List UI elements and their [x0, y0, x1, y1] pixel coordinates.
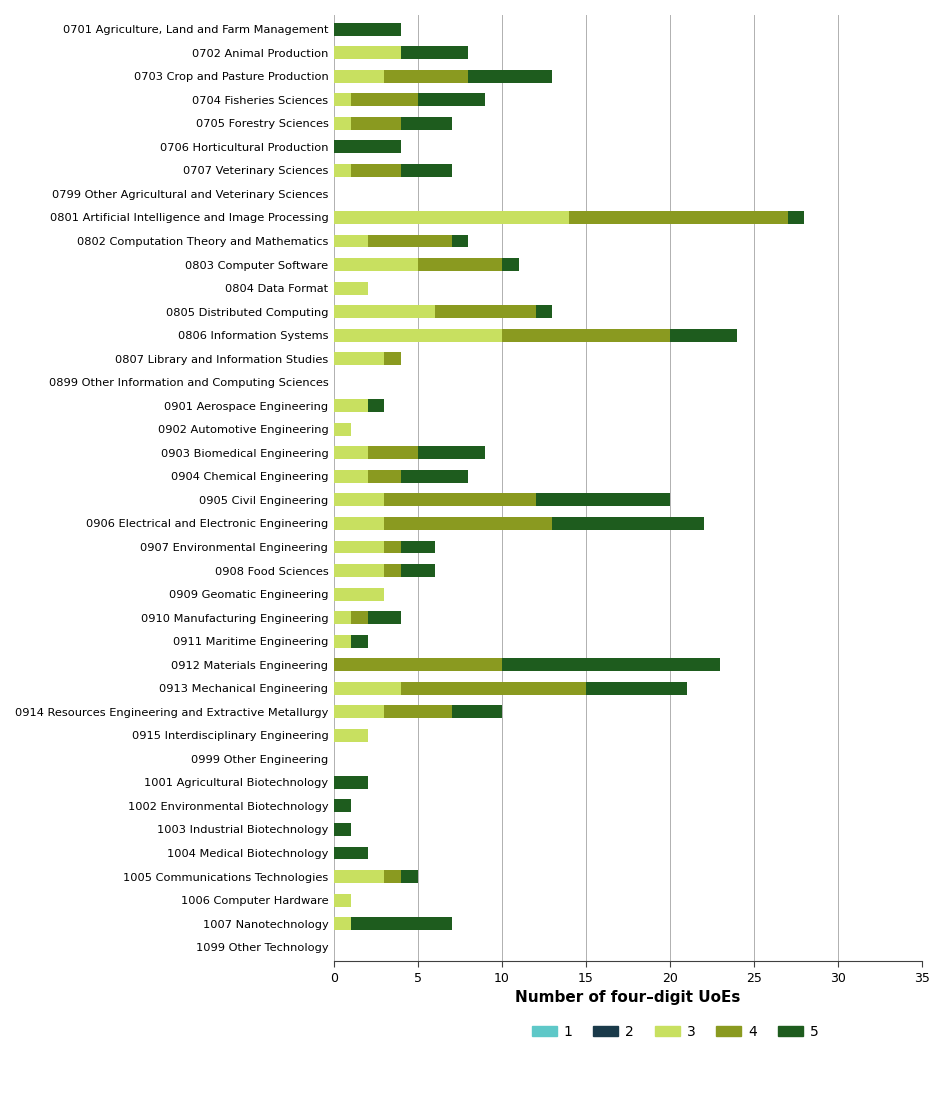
Bar [669, 329, 736, 342]
Bar [333, 870, 384, 883]
Bar [333, 305, 434, 318]
Bar [333, 70, 384, 83]
Bar [333, 164, 350, 177]
Bar [333, 776, 367, 789]
Bar [417, 258, 501, 271]
Bar [333, 235, 367, 247]
Bar [333, 564, 384, 577]
Bar [333, 611, 350, 624]
Bar [333, 517, 384, 530]
Bar [333, 258, 417, 271]
Bar [367, 470, 400, 483]
Bar [384, 493, 535, 506]
Bar [350, 93, 417, 106]
Bar [333, 917, 350, 930]
Bar [350, 117, 400, 130]
Bar [501, 658, 719, 671]
Bar [585, 682, 686, 695]
Bar [468, 70, 552, 83]
Bar [384, 705, 451, 718]
Bar [400, 682, 585, 695]
Bar [384, 352, 400, 365]
Bar [568, 211, 786, 224]
Bar [786, 211, 803, 224]
Bar [333, 823, 350, 836]
Bar [384, 870, 400, 883]
Bar [552, 517, 703, 530]
Bar [333, 846, 367, 859]
Bar [384, 517, 552, 530]
Bar [333, 541, 384, 553]
Bar [400, 164, 451, 177]
Bar [333, 658, 501, 671]
Bar [384, 541, 400, 553]
Bar [417, 446, 484, 459]
Bar [333, 352, 384, 365]
Bar [400, 46, 468, 59]
Bar [333, 399, 367, 412]
Bar [417, 93, 484, 106]
Bar [400, 117, 451, 130]
Bar [384, 564, 400, 577]
Bar [333, 493, 384, 506]
Bar [333, 46, 400, 59]
Bar [501, 329, 669, 342]
Bar [535, 493, 669, 506]
Bar [434, 305, 535, 318]
Bar [333, 93, 350, 106]
Legend: 1, 2, 3, 4, 5: 1, 2, 3, 4, 5 [526, 1019, 823, 1044]
Bar [333, 282, 367, 294]
Bar [333, 894, 350, 906]
Bar [333, 117, 350, 130]
Bar [384, 70, 468, 83]
Bar [501, 258, 518, 271]
Bar [400, 470, 468, 483]
Bar [400, 541, 434, 553]
Bar [333, 729, 367, 742]
Bar [333, 705, 384, 718]
Bar [350, 611, 367, 624]
Bar [535, 305, 552, 318]
Bar [367, 235, 451, 247]
Bar [367, 399, 384, 412]
X-axis label: Number of four–digit UoEs: Number of four–digit UoEs [514, 990, 740, 1006]
Bar [333, 140, 400, 153]
Bar [333, 588, 384, 600]
Bar [333, 682, 400, 695]
Bar [451, 705, 501, 718]
Bar [333, 470, 367, 483]
Bar [367, 446, 417, 459]
Bar [400, 870, 417, 883]
Bar [350, 164, 400, 177]
Bar [333, 635, 350, 648]
Bar [367, 611, 400, 624]
Bar [350, 917, 451, 930]
Bar [451, 235, 468, 247]
Bar [350, 635, 367, 648]
Bar [333, 446, 367, 459]
Bar [400, 564, 434, 577]
Bar [333, 329, 501, 342]
Bar [333, 799, 350, 812]
Bar [333, 23, 400, 36]
Bar [333, 211, 568, 224]
Bar [333, 423, 350, 436]
